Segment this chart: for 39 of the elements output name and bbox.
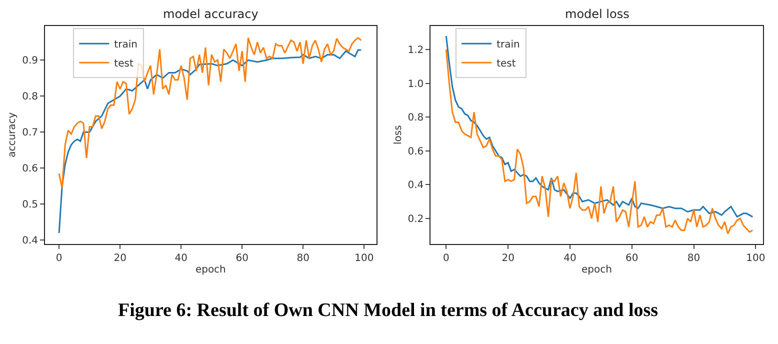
x-tick-label: 100 [354, 252, 374, 264]
x-tick-label: 60 [626, 252, 638, 264]
y-tick-label: 0.6 [22, 164, 38, 175]
chart-title: model loss [565, 7, 630, 21]
x-tick-label: 0 [56, 252, 62, 264]
y-tick-label: 0.4 [408, 180, 424, 192]
y-tick-label: 1.2 [408, 45, 424, 56]
line-series [58, 49, 362, 234]
x-tick-label: 0 [442, 252, 450, 264]
x-tick-label: 40 [564, 252, 576, 264]
y-tick-label: 0.7 [22, 128, 38, 139]
x-tick-label: 80 [296, 252, 310, 264]
chart-title: model accuracy [163, 7, 258, 21]
x-tick-label: 80 [687, 252, 700, 264]
x-tick-label: 20 [114, 252, 126, 264]
x-axis-title: epoch [195, 264, 226, 276]
y-tick-label: 0.8 [22, 92, 38, 103]
y-tick-label: 0.6 [408, 146, 424, 158]
x-axis-title: epoch [582, 264, 612, 276]
x-tick-label: 60 [236, 252, 248, 264]
legend-label: train [496, 39, 520, 50]
legend-label: train [114, 39, 138, 50]
y-tick-label: 0.9 [22, 56, 38, 67]
y-axis-title: loss [392, 125, 404, 145]
y-tick-label: 0.8 [408, 112, 424, 124]
line-series [445, 35, 754, 218]
y-axis-title: accuracy [7, 112, 18, 158]
legend-label: test [496, 58, 516, 70]
y-tick-label: 0.4 [22, 236, 38, 247]
y-tick-label: 1.0 [408, 78, 424, 90]
line-series [445, 48, 754, 234]
y-tick-label: 0.2 [408, 214, 424, 225]
line-series [58, 37, 362, 189]
legend-label: test [114, 58, 134, 70]
x-tick-label: 100 [746, 252, 766, 264]
caption: Figure 6: Result of Own CNN Model in terms of Accuracy and loss [118, 300, 658, 321]
x-tick-label: 20 [502, 252, 514, 264]
y-tick-label: 0.5 [22, 200, 38, 211]
x-tick-label: 40 [174, 252, 188, 264]
